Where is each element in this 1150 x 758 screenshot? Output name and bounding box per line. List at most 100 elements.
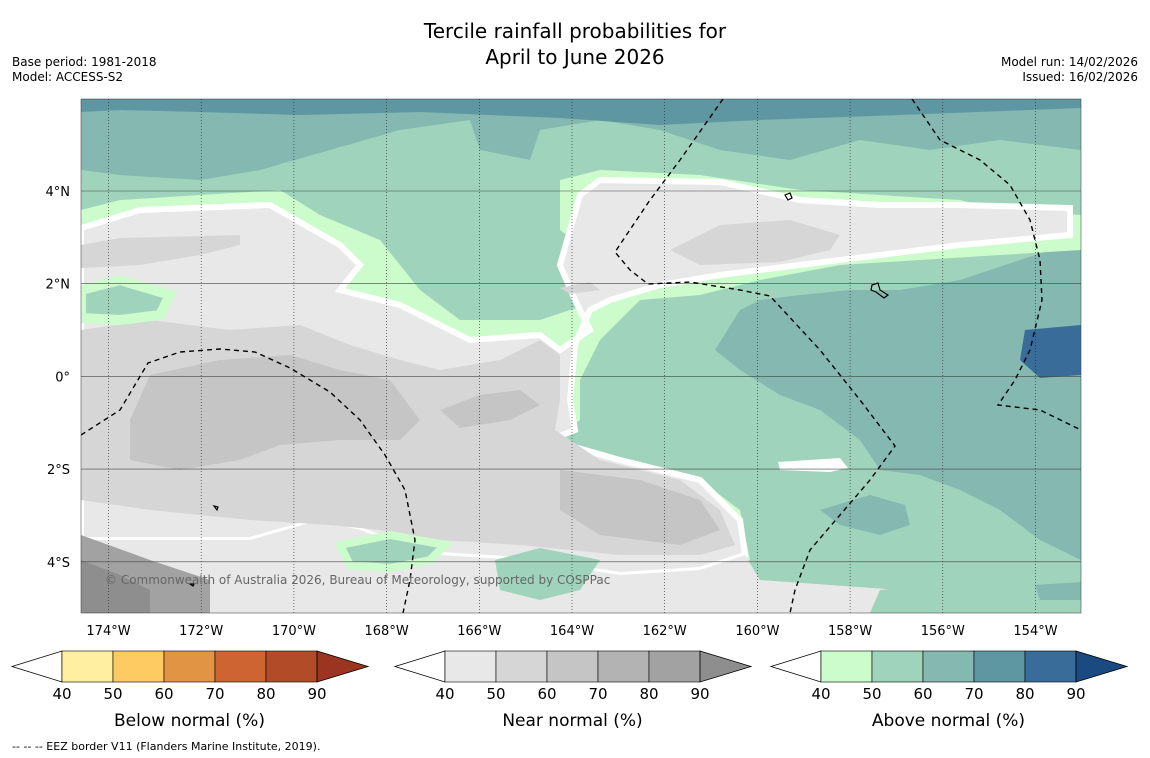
longitude-label: 164°W	[550, 624, 594, 639]
colorbar-segment	[495, 650, 548, 683]
longitude-label: 170°W	[272, 624, 316, 639]
longitude-labels: 174°W 172°W 170°W 168°W 166°W 164°W 162°W 160°W…	[86, 624, 1057, 639]
colorbar-segment	[112, 650, 165, 683]
near-normal-90-corner	[81, 560, 150, 613]
colorbar-segment	[61, 650, 114, 683]
model-name: Model: ACCESS-S2	[12, 70, 124, 84]
base-period: Base period: 1981-2018	[12, 55, 157, 69]
colorbar-tick: 70	[588, 685, 607, 703]
longitude-label: 174°W	[86, 624, 130, 639]
island	[188, 583, 195, 587]
colorbar-label: Below normal (%)	[114, 711, 265, 731]
colorbar-max-arrow	[1075, 650, 1129, 683]
colorbar-label: Above normal (%)	[872, 711, 1025, 731]
near-normal-50-west	[81, 235, 240, 268]
latitude-label: 0°	[55, 370, 70, 385]
title-line-1: Tercile rainfall probabilities for	[423, 19, 727, 43]
meta-left: Base period: 1981-2018 Model: ACCESS-S2	[12, 55, 157, 85]
colorbar-tick: 90	[307, 685, 326, 703]
colorbar-segment	[597, 650, 650, 683]
colorbar-tick: 90	[690, 685, 709, 703]
colorbar-segment	[648, 650, 701, 683]
colorbars: 40 50 60 70 80 90 Below normal (%) 40 50 60 70 80 90…	[10, 650, 1129, 731]
colorbar-tick: 50	[103, 685, 122, 703]
above-normal-60-east	[715, 240, 1081, 560]
above-normal-60-bottom	[1035, 582, 1081, 600]
latitude-label: 4°N	[46, 185, 71, 200]
eez-border-east	[911, 99, 1081, 431]
colorbar-tick: 50	[862, 685, 881, 703]
colorbar-tick: 70	[205, 685, 224, 703]
longitude-label: 172°W	[179, 624, 223, 639]
near-normal-60-field	[130, 355, 420, 470]
longitude-label: 162°W	[643, 624, 687, 639]
title-line-2: April to June 2026	[485, 45, 665, 69]
islands	[188, 192, 890, 587]
near-normal-40-south	[81, 520, 900, 613]
above-normal-50-south-patch	[334, 530, 454, 573]
colorbar-segment	[1024, 650, 1077, 683]
eez-border-center	[614, 99, 896, 613]
colorbar-tick: 60	[913, 685, 932, 703]
colorbar-segment	[973, 650, 1026, 683]
colorbar-segment	[922, 650, 975, 683]
eez-borders	[81, 99, 1081, 613]
latitude-label: 2°S	[47, 463, 70, 478]
above-normal-50-bottom	[870, 585, 1081, 613]
colorbar-max-arrow	[316, 650, 370, 683]
eez-footer-note: -- -- -- EEZ border V11 (Flanders Marine…	[12, 740, 321, 753]
latitude-label: 2°N	[46, 278, 71, 293]
colorbar-tick: 40	[52, 685, 71, 703]
map-title: Tercile rainfall probabilities for April…	[0, 18, 1150, 70]
map-grid	[81, 99, 1081, 613]
longitude-label: 154°W	[1013, 624, 1057, 639]
longitude-label: 160°W	[735, 624, 779, 639]
model-run: Model run: 14/02/2026	[1000, 55, 1138, 69]
colorbar-tick: 70	[964, 685, 983, 703]
colorbar-segment	[163, 650, 216, 683]
longitude-label: 158°W	[828, 624, 872, 639]
near-normal-50-patch	[560, 282, 600, 294]
white-strip	[778, 458, 848, 472]
near-normal-50-east	[670, 220, 840, 265]
colorbar-min-arrow	[769, 650, 822, 683]
issued-date: Issued: 16/02/2026	[1022, 70, 1138, 84]
colorbar-tick: 40	[811, 685, 830, 703]
colorbar-tick: 60	[537, 685, 556, 703]
colorbar-min-arrow	[10, 650, 63, 683]
longitude-label: 168°W	[365, 624, 409, 639]
colorbar-segment	[265, 650, 318, 683]
above-normal-50-west-patch	[81, 274, 178, 326]
map-frame	[80, 98, 1082, 614]
map-fields	[81, 99, 1081, 613]
colorbar-tick: 80	[1015, 685, 1034, 703]
island	[784, 192, 793, 201]
above-normal-50-south-patch-2	[495, 548, 600, 600]
latitude-labels: 4°N 2°N 0° 2°S 4°S	[46, 185, 71, 571]
copyright-text: © Commonwealth of Australia 2026, Bureau…	[105, 573, 610, 587]
colorbar-segment	[444, 650, 497, 683]
island	[212, 505, 219, 512]
near-normal-60-patch-2	[560, 470, 720, 545]
colorbar-tick: 60	[154, 685, 173, 703]
colorbar-label: Near normal (%)	[502, 711, 642, 731]
colorbar-tick: 80	[256, 685, 275, 703]
colorbar-tick: 40	[435, 685, 454, 703]
colorbar-2: 40 50 60 70 80 90 Near normal (%)	[393, 650, 753, 731]
longitude-label: 166°W	[457, 624, 501, 639]
latitude-label: 4°S	[47, 556, 70, 571]
colorbar-tick: 80	[639, 685, 658, 703]
meta-right: Model run: 14/02/2026 Issued: 16/02/2026	[1001, 55, 1138, 85]
colorbar-segment	[871, 650, 924, 683]
colorbar-3: 40 50 60 70 80 90 Above normal (%)	[769, 650, 1129, 731]
longitude-label: 156°W	[921, 624, 965, 639]
eez-border-west	[81, 348, 416, 613]
colorbar-segment	[820, 650, 873, 683]
above-normal-80-patch	[1020, 325, 1081, 378]
near-normal-60-patch	[440, 390, 540, 428]
colorbar-max-arrow	[699, 650, 753, 683]
above-normal-60-field	[81, 99, 1081, 180]
colorbar-min-arrow	[393, 650, 446, 683]
colorbar-segment	[546, 650, 599, 683]
colorbar-tick: 50	[486, 685, 505, 703]
